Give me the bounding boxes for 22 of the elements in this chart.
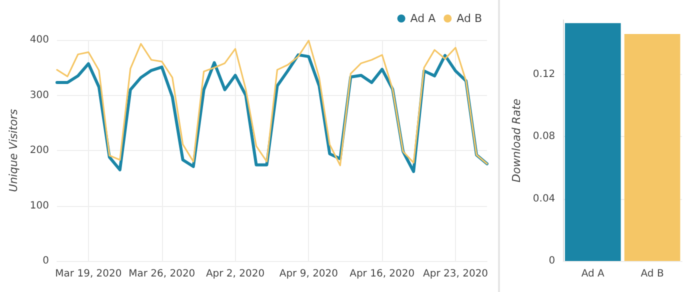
y-tick-label: 0.08 <box>532 131 556 142</box>
y-tick-label: 0.04 <box>532 193 556 204</box>
y-tick-label: 0.12 <box>532 68 556 80</box>
y-tick-label: 200 <box>30 145 49 156</box>
x-tick-label: Apr 2, 2020 <box>206 268 265 280</box>
x-tick-label: Ad A <box>581 268 605 280</box>
y-tick-label: 0 <box>548 256 556 266</box>
x-tick-label: Apr 23, 2020 <box>423 268 488 280</box>
y-tick-label: 0 <box>42 256 49 266</box>
y-tick-label: 300 <box>30 90 49 101</box>
x-tick-label: Apr 9, 2020 <box>279 268 338 280</box>
legend-label: Ad B <box>456 12 482 25</box>
y-tick-label: 100 <box>30 200 49 212</box>
x-tick-label: Ad B <box>640 268 664 280</box>
line-series <box>56 40 488 166</box>
x-tick-label: Mar 19, 2020 <box>55 268 122 280</box>
y-axis-title: Download Rate <box>510 98 523 182</box>
x-tick-label: Mar 26, 2020 <box>128 268 196 280</box>
legend-label: Ad A <box>410 12 436 25</box>
y-tick-label: 400 <box>30 34 49 46</box>
x-tick-label: Apr 16, 2020 <box>350 268 415 280</box>
y-axis-title: Unique Visitors <box>7 108 20 192</box>
